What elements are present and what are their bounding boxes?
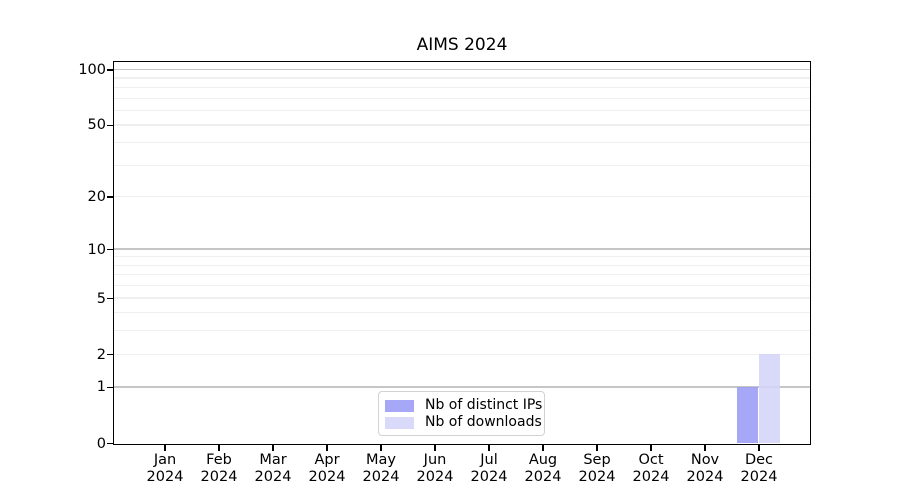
gridline-minor	[114, 284, 810, 287]
gridline-minor	[114, 86, 810, 89]
x-tick-label: Oct 2024	[632, 452, 670, 485]
x-tick-mark	[758, 445, 760, 451]
x-tick-label: Mar 2024	[254, 452, 292, 485]
x-tick-label: Feb 2024	[200, 452, 238, 485]
gridline-minor	[114, 264, 810, 266]
y-tick-label: 1	[96, 379, 106, 396]
x-tick-label: Apr 2024	[308, 452, 346, 485]
y-tick-label: 50	[87, 117, 106, 134]
x-tick-label: Jan 2024	[146, 452, 184, 485]
legend-item-distinct-ips: Nb of distinct IPs	[385, 397, 542, 414]
legend-swatch-distinct-ips-icon	[385, 399, 414, 412]
gridline-minor	[114, 124, 810, 126]
y-tick-mark	[107, 248, 114, 251]
y-tick-label: 20	[87, 189, 106, 206]
gridline-minor	[114, 164, 810, 166]
x-tick-label: Sep 2024	[578, 452, 616, 485]
x-tick-mark	[218, 445, 220, 451]
y-tick-label: 5	[96, 290, 106, 307]
x-tick-mark	[326, 445, 328, 451]
legend-label: Nb of distinct IPs	[425, 397, 543, 413]
y-tick-mark	[107, 386, 114, 389]
x-tick-mark	[596, 445, 598, 451]
gridline-minor	[114, 97, 810, 99]
gridline-major	[114, 68, 810, 71]
y-tick-label: 100	[78, 62, 106, 79]
legend: Nb of distinct IPs Nb of downloads	[378, 391, 545, 436]
y-tick-mark	[107, 124, 114, 127]
x-tick-label: Jul 2024	[470, 452, 508, 485]
chart-title: AIMS 2024	[416, 35, 508, 55]
plot-area: Nb of distinct IPs Nb of downloads	[113, 61, 811, 445]
gridline-minor	[114, 256, 810, 258]
x-tick-mark	[164, 445, 166, 451]
x-tick-mark	[542, 445, 544, 451]
gridline-minor	[114, 196, 810, 198]
y-tick-mark	[107, 196, 114, 198]
x-tick-label: Jun 2024	[416, 452, 454, 485]
y-tick-label: 10	[87, 241, 106, 258]
bar-nb-of-distinct-ips	[736, 386, 759, 443]
y-tick-mark	[107, 297, 114, 300]
gridline-minor	[114, 353, 810, 355]
x-tick-label: May 2024	[362, 452, 400, 485]
legend-swatch-downloads-icon	[385, 416, 414, 429]
gridline-minor	[114, 297, 810, 299]
bar-nb-of-downloads	[758, 354, 781, 443]
legend-label: Nb of downloads	[425, 414, 542, 430]
plot-inner: Nb of distinct IPs Nb of downloads	[114, 62, 810, 444]
gridline-major	[114, 386, 810, 388]
y-tick-label: 2	[96, 346, 106, 363]
x-tick-mark	[488, 445, 490, 451]
x-tick-mark	[704, 445, 706, 451]
x-tick-mark	[434, 445, 436, 451]
gridline-minor	[114, 141, 810, 144]
y-tick-label: 0	[96, 435, 106, 452]
gridline-major	[114, 248, 810, 250]
x-tick-mark	[272, 445, 274, 451]
gridline-minor	[114, 77, 810, 79]
legend-item-downloads: Nb of downloads	[385, 414, 542, 431]
y-tick-mark	[107, 442, 114, 445]
y-tick-mark	[107, 69, 114, 71]
gridline-minor	[114, 274, 810, 276]
x-tick-label: Nov 2024	[686, 452, 724, 485]
x-tick-mark	[380, 445, 382, 451]
gridline-minor	[114, 330, 810, 332]
gridline-minor	[114, 109, 810, 112]
gridline-minor	[114, 312, 810, 314]
x-tick-mark	[650, 445, 652, 451]
x-tick-label: Aug 2024	[524, 452, 562, 485]
x-tick-label: Dec 2024	[740, 452, 778, 485]
y-tick-mark	[107, 353, 114, 356]
